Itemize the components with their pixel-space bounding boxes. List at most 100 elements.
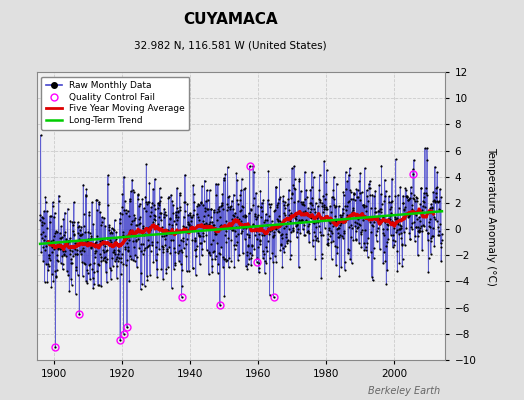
Point — [193, 222, 202, 228]
Point — [304, 223, 312, 230]
Point — [318, 251, 326, 257]
Point — [286, 218, 294, 224]
Point — [149, 221, 157, 228]
Point — [99, 247, 107, 254]
Point — [426, 216, 434, 222]
Point — [81, 229, 89, 236]
Point — [192, 253, 201, 259]
Point — [234, 224, 243, 230]
Point — [290, 199, 298, 205]
Point — [186, 212, 194, 218]
Point — [180, 199, 189, 206]
Point — [97, 219, 106, 225]
Point — [335, 273, 344, 279]
Point — [358, 227, 366, 233]
Point — [427, 201, 435, 207]
Point — [56, 230, 64, 236]
Point — [364, 198, 373, 204]
Point — [293, 222, 301, 228]
Point — [97, 283, 105, 289]
Point — [316, 217, 325, 224]
Point — [61, 240, 69, 247]
Point — [387, 232, 395, 238]
Point — [322, 204, 331, 210]
Point — [328, 256, 336, 262]
Point — [321, 224, 329, 231]
Point — [340, 192, 348, 198]
Point — [169, 202, 178, 208]
Point — [101, 223, 110, 229]
Point — [132, 236, 140, 243]
Point — [246, 206, 255, 212]
Point — [210, 209, 219, 216]
Point — [196, 233, 204, 239]
Point — [172, 220, 181, 227]
Point — [46, 213, 54, 220]
Point — [78, 258, 86, 265]
Point — [193, 203, 201, 210]
Point — [206, 214, 215, 220]
Point — [383, 239, 391, 245]
Point — [365, 180, 373, 187]
Point — [123, 257, 131, 263]
Point — [355, 240, 363, 246]
Point — [346, 256, 354, 262]
Point — [256, 241, 264, 247]
Point — [354, 224, 362, 230]
Point — [415, 227, 423, 234]
Point — [324, 218, 333, 224]
Point — [160, 233, 169, 239]
Point — [390, 220, 398, 226]
Point — [342, 186, 351, 192]
Point — [378, 201, 386, 208]
Point — [271, 207, 279, 213]
Point — [208, 256, 216, 262]
Point — [127, 221, 135, 227]
Point — [392, 229, 400, 236]
Point — [36, 212, 45, 218]
Point — [83, 280, 91, 286]
Point — [392, 215, 401, 222]
Point — [405, 196, 413, 202]
Point — [279, 202, 288, 208]
Point — [78, 247, 86, 254]
Point — [275, 229, 283, 236]
Point — [47, 213, 55, 220]
Point — [171, 249, 179, 256]
Point — [80, 260, 89, 266]
Point — [172, 212, 180, 219]
Point — [292, 216, 300, 222]
Point — [202, 247, 211, 253]
Point — [246, 163, 254, 170]
Point — [294, 264, 303, 270]
Point — [112, 240, 120, 246]
Point — [59, 216, 68, 222]
Point — [351, 197, 359, 203]
Point — [43, 279, 52, 285]
Point — [88, 234, 96, 241]
Point — [175, 258, 183, 264]
Point — [66, 218, 74, 224]
Point — [183, 229, 191, 235]
Point — [235, 216, 244, 223]
Point — [63, 240, 72, 246]
Point — [221, 232, 229, 238]
Point — [341, 267, 349, 273]
Point — [425, 224, 434, 231]
Point — [170, 262, 179, 268]
Point — [321, 206, 330, 213]
Point — [153, 251, 161, 257]
Point — [68, 248, 77, 254]
Point — [143, 277, 151, 284]
Point — [356, 231, 365, 237]
Point — [49, 199, 57, 205]
Point — [179, 222, 188, 229]
Point — [263, 222, 271, 229]
Point — [304, 205, 312, 212]
Point — [388, 175, 396, 182]
Point — [187, 227, 195, 233]
Point — [342, 169, 350, 175]
Point — [80, 248, 89, 255]
Point — [114, 242, 123, 249]
Point — [267, 226, 275, 232]
